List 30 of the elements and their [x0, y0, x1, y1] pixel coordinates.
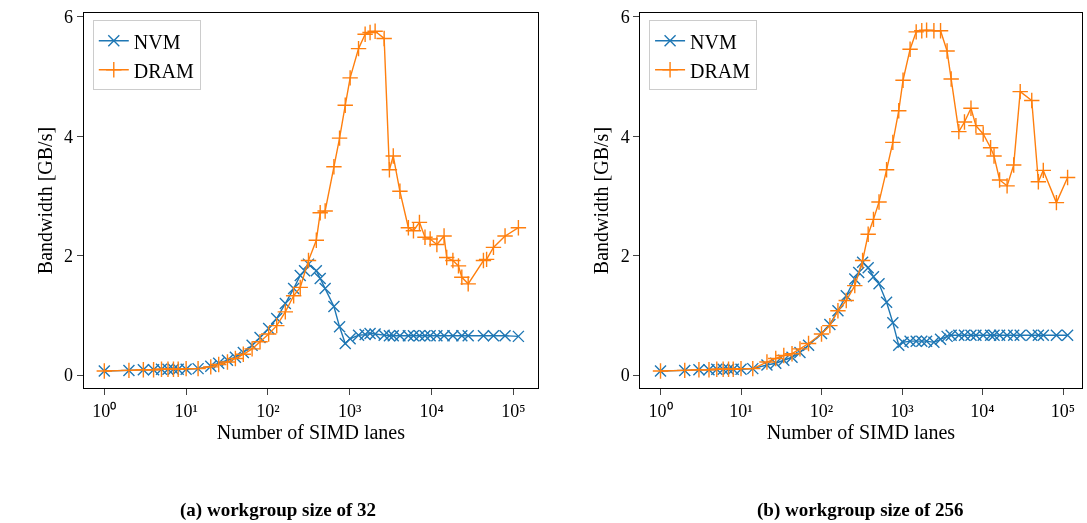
x-tick-label: 10⁵	[501, 400, 526, 421]
y-tick-label: 6	[64, 7, 74, 28]
y-tick-label: 0	[64, 365, 74, 386]
x-tick-label: 10¹	[729, 400, 753, 421]
x-axis-title: Number of SIMD lanes	[216, 420, 406, 443]
legend-label: NVM	[133, 30, 181, 53]
x-tick-label: 10⁴	[970, 400, 995, 421]
y-tick-label: 6	[620, 7, 630, 28]
x-tick-label: 10²	[256, 400, 280, 421]
y-tick-label: 2	[64, 246, 74, 267]
y-tick-label: 4	[64, 126, 74, 147]
y-tick-label: 2	[620, 246, 630, 267]
text: (b) workgroup size of 256	[757, 499, 964, 521]
text: (a) workgroup size of 32	[180, 499, 376, 521]
x-tick-label: 10²	[809, 400, 834, 421]
x-tick-label: 10⁴	[419, 400, 444, 421]
x-tick-label: 10⁰	[92, 400, 117, 421]
x-tick-label: 10⁵	[1050, 400, 1076, 421]
legend-label: DRAM	[690, 59, 751, 82]
legend-label: NVM	[690, 30, 737, 53]
x-tick-label: 10¹	[174, 400, 198, 421]
y-tick-label: 4	[620, 126, 630, 147]
y-tick-label: 0	[620, 365, 630, 386]
y-axis-title: Bandwidth [GB/s]	[590, 126, 613, 275]
x-tick-label: 10³	[890, 400, 915, 421]
x-tick-label: 10³	[338, 400, 363, 421]
legend-label: DRAM	[133, 59, 195, 82]
x-axis-title: Number of SIMD lanes	[766, 420, 956, 443]
x-tick-label: 10⁰	[648, 400, 673, 421]
y-axis-title: Bandwidth [GB/s]	[33, 126, 56, 275]
